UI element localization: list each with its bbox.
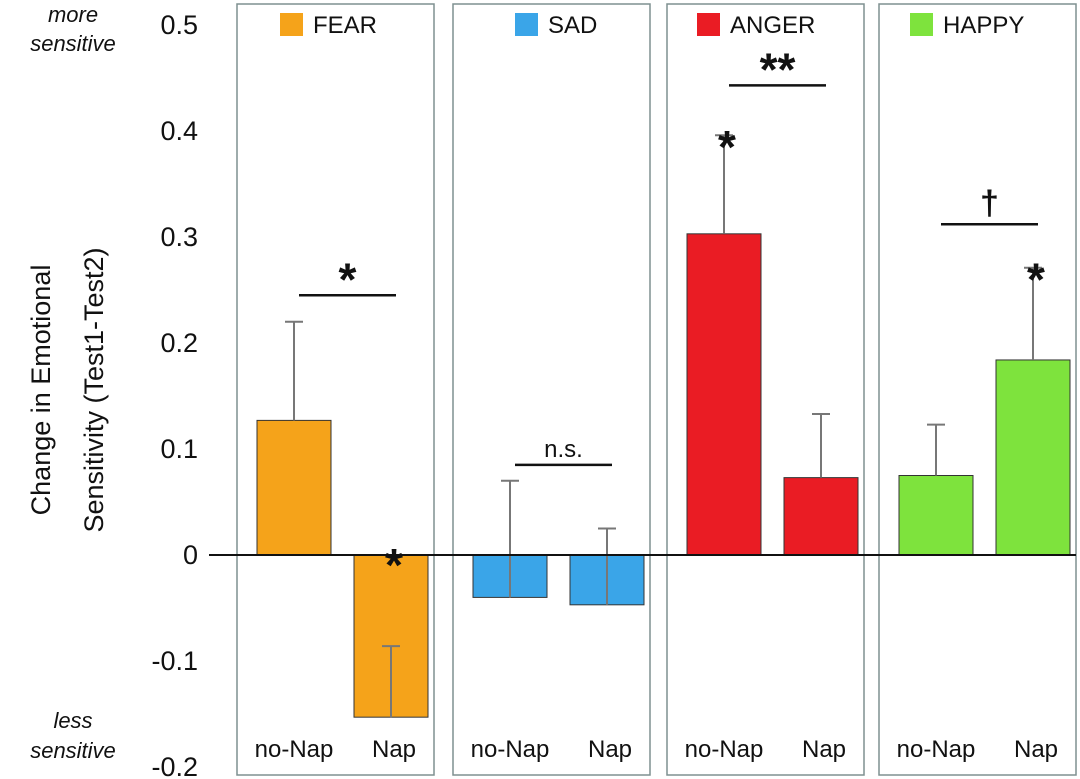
y-tick-label: 0.3 (160, 222, 198, 252)
legend-label: HAPPY (943, 12, 1024, 39)
category-label: no-Nap (471, 736, 550, 763)
legend-label: ANGER (730, 12, 815, 39)
legend-label: FEAR (313, 12, 377, 39)
y-axis-label: Change in Emotional (26, 265, 56, 516)
bar (783, 477, 859, 556)
y-tick-label: 0.4 (160, 116, 198, 146)
panel-frame (236, 3, 435, 776)
comparison-label: n.s. (544, 436, 583, 463)
y-tick-label: 0 (183, 540, 198, 570)
significance-star: * (718, 121, 736, 173)
bar (898, 475, 974, 556)
category-label: Nap (372, 736, 416, 763)
y-tick-label: 0.1 (160, 434, 198, 464)
comparison-label: † (980, 184, 999, 222)
category-label: Nap (588, 736, 632, 763)
comparison-label: * (339, 253, 357, 305)
panel-frame (452, 3, 651, 776)
legend-swatch (697, 13, 720, 36)
less-sensitive-note: sensitive (30, 738, 116, 763)
legend-swatch (910, 13, 933, 36)
bar (995, 359, 1071, 556)
legend-swatch (280, 13, 303, 36)
category-label: no-Nap (255, 736, 334, 763)
bar (256, 419, 332, 556)
category-label: Nap (1014, 736, 1058, 763)
panel-frame (878, 3, 1077, 776)
more-sensitive-note: more (48, 2, 98, 27)
y-tick-label: 0.2 (160, 328, 198, 358)
comparison-label: ** (760, 43, 796, 95)
significance-star: * (1027, 254, 1045, 306)
panel-frame (666, 3, 865, 776)
y-tick-label: -0.2 (151, 752, 198, 779)
category-label: Nap (802, 736, 846, 763)
less-sensitive-note: less (53, 708, 92, 733)
legend-label: SAD (548, 12, 597, 39)
y-tick-label: 0.5 (160, 10, 198, 40)
bar (686, 233, 762, 556)
category-label: no-Nap (897, 736, 976, 763)
y-axis-label: Sensitivity (Test1-Test2) (79, 247, 109, 532)
legend-swatch (515, 13, 538, 36)
more-sensitive-note: sensitive (30, 31, 116, 56)
y-tick-label: -0.1 (151, 646, 198, 676)
significance-star: * (385, 539, 403, 591)
category-label: no-Nap (685, 736, 764, 763)
